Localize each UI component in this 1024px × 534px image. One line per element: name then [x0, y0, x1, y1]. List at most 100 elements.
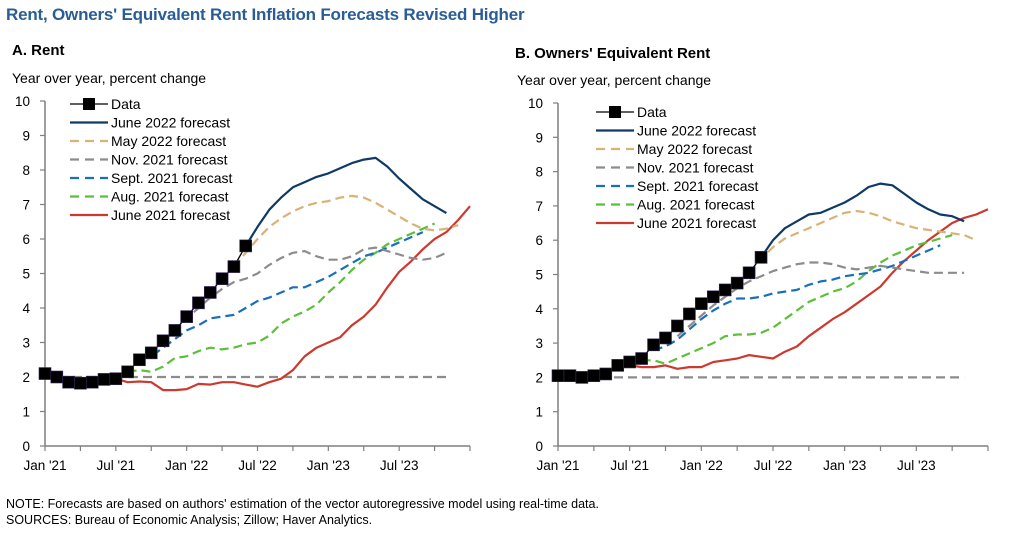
- x-tick-label: Jan '22: [165, 458, 208, 473]
- series-line-june2022: [760, 182, 965, 259]
- data-marker: [706, 290, 720, 304]
- data-marker: [730, 276, 744, 290]
- data-marker: [718, 283, 732, 297]
- legend-label: June 2022 forecast: [111, 115, 230, 131]
- data-marker: [192, 296, 205, 310]
- y-tick-label: 1: [535, 405, 543, 420]
- legend-label: Aug. 2021 forecast: [637, 197, 755, 213]
- data-marker: [109, 372, 123, 386]
- x-tick-label: Jul '23: [380, 458, 419, 473]
- data-marker: [742, 266, 756, 280]
- data-marker: [563, 369, 577, 382]
- x-tick-label: Jan '22: [680, 458, 723, 473]
- y-tick-label: 10: [528, 96, 543, 111]
- data-marker: [239, 239, 252, 253]
- legend-item: Sept. 2021 forecast: [596, 178, 759, 194]
- y-tick-label: 9: [22, 129, 30, 144]
- legend-item: May 2022 forecast: [596, 141, 752, 157]
- legend-item: June 2022 forecast: [70, 115, 230, 131]
- x-tick-label: Jan '23: [823, 458, 866, 473]
- data-marker: [683, 307, 696, 321]
- x-tick-label: Jan '23: [307, 458, 350, 473]
- data-marker: [168, 324, 182, 337]
- legend-item: Data: [596, 104, 667, 120]
- y-tick-label: 6: [22, 232, 30, 247]
- x-tick-label: Jul '22: [238, 458, 277, 473]
- series-line-sept2021: [139, 231, 424, 361]
- legend-label: Sept. 2021 forecast: [111, 170, 233, 186]
- y-tick-label: 5: [22, 267, 30, 282]
- series-line-aug2021: [641, 234, 953, 365]
- y-tick-label: 1: [22, 405, 30, 420]
- x-tick-label: Jan '21: [536, 458, 579, 473]
- y-tick-label: 9: [535, 130, 543, 145]
- legend-item: June 2021 forecast: [596, 215, 756, 231]
- series-line-june2021: [115, 205, 471, 392]
- panel-a-ylabel: Year over year, percent change: [12, 70, 207, 86]
- legend-label: June 2021 forecast: [637, 215, 756, 231]
- panel-b-title: B. Owners' Equivalent Rent: [515, 45, 711, 62]
- legend-item: Nov. 2021 forecast: [596, 160, 754, 176]
- y-tick-label: 5: [535, 268, 543, 283]
- data-marker: [227, 260, 241, 273]
- legend-label: June 2021 forecast: [111, 207, 230, 223]
- legend-item: Aug. 2021 forecast: [70, 189, 229, 205]
- data-marker: [647, 338, 660, 352]
- y-tick-label: 10: [15, 94, 30, 109]
- panel-a-title: A. Rent: [12, 42, 65, 59]
- y-tick-label: 8: [535, 165, 543, 180]
- legend-item: May 2022 forecast: [70, 133, 226, 149]
- data-marker: [144, 346, 158, 360]
- data-marker: [203, 286, 217, 299]
- legend-item: June 2021 forecast: [70, 207, 230, 223]
- y-tick-label: 3: [22, 336, 30, 351]
- legend-item: Nov. 2021 forecast: [70, 152, 228, 168]
- y-tick-label: 2: [22, 370, 30, 385]
- legend-label: Nov. 2021 forecast: [637, 160, 754, 176]
- x-tick-label: Jul '23: [897, 458, 936, 473]
- data-marker: [671, 319, 684, 333]
- data-marker: [121, 365, 134, 379]
- data-marker: [659, 331, 672, 345]
- x-tick-label: Jan '21: [23, 458, 66, 473]
- y-tick-label: 7: [22, 198, 30, 213]
- legend-label: June 2022 forecast: [637, 123, 756, 139]
- data-marker: [754, 251, 768, 264]
- data-marker: [551, 369, 565, 382]
- y-tick-label: 7: [535, 199, 543, 214]
- legend-label: Aug. 2021 forecast: [111, 189, 229, 205]
- series-line-june2022: [244, 156, 447, 247]
- y-tick-label: 0: [22, 439, 30, 454]
- footnote-note: NOTE: Forecasts are based on authors' es…: [6, 497, 599, 511]
- legend-item: June 2022 forecast: [596, 123, 756, 139]
- legend-label: Data: [111, 96, 141, 112]
- y-tick-label: 8: [22, 163, 30, 178]
- legend-marker: [83, 98, 95, 110]
- data-marker: [575, 371, 589, 384]
- series-line-june2021: [629, 208, 989, 370]
- data-marker: [635, 352, 648, 365]
- x-tick-label: Jul '21: [610, 458, 649, 473]
- legend-label: Nov. 2021 forecast: [111, 152, 228, 168]
- data-marker: [133, 353, 146, 367]
- series-line-aug2021: [127, 222, 436, 373]
- legend-label: Sept. 2021 forecast: [637, 178, 759, 194]
- panel-b-ylabel: Year over year, percent change: [517, 72, 712, 88]
- x-tick-label: Jul '22: [754, 458, 793, 473]
- legend-label: May 2022 forecast: [111, 133, 226, 149]
- legend-label: May 2022 forecast: [637, 141, 752, 157]
- legend-marker: [609, 106, 621, 118]
- legend-label: Data: [637, 104, 667, 120]
- figure-title: Rent, Owners' Equivalent Rent Inflation …: [6, 5, 525, 24]
- legend-item: Sept. 2021 forecast: [70, 170, 233, 186]
- footnote-sources: SOURCES: Bureau of Economic Analysis; Zi…: [6, 513, 373, 527]
- data-marker: [623, 355, 636, 369]
- series-line-sept2021: [653, 244, 941, 352]
- x-tick-label: Jul '21: [97, 458, 136, 473]
- series-line-nov2021: [676, 261, 965, 338]
- y-tick-label: 4: [22, 301, 30, 316]
- data-marker: [599, 367, 613, 381]
- y-tick-label: 3: [535, 336, 543, 351]
